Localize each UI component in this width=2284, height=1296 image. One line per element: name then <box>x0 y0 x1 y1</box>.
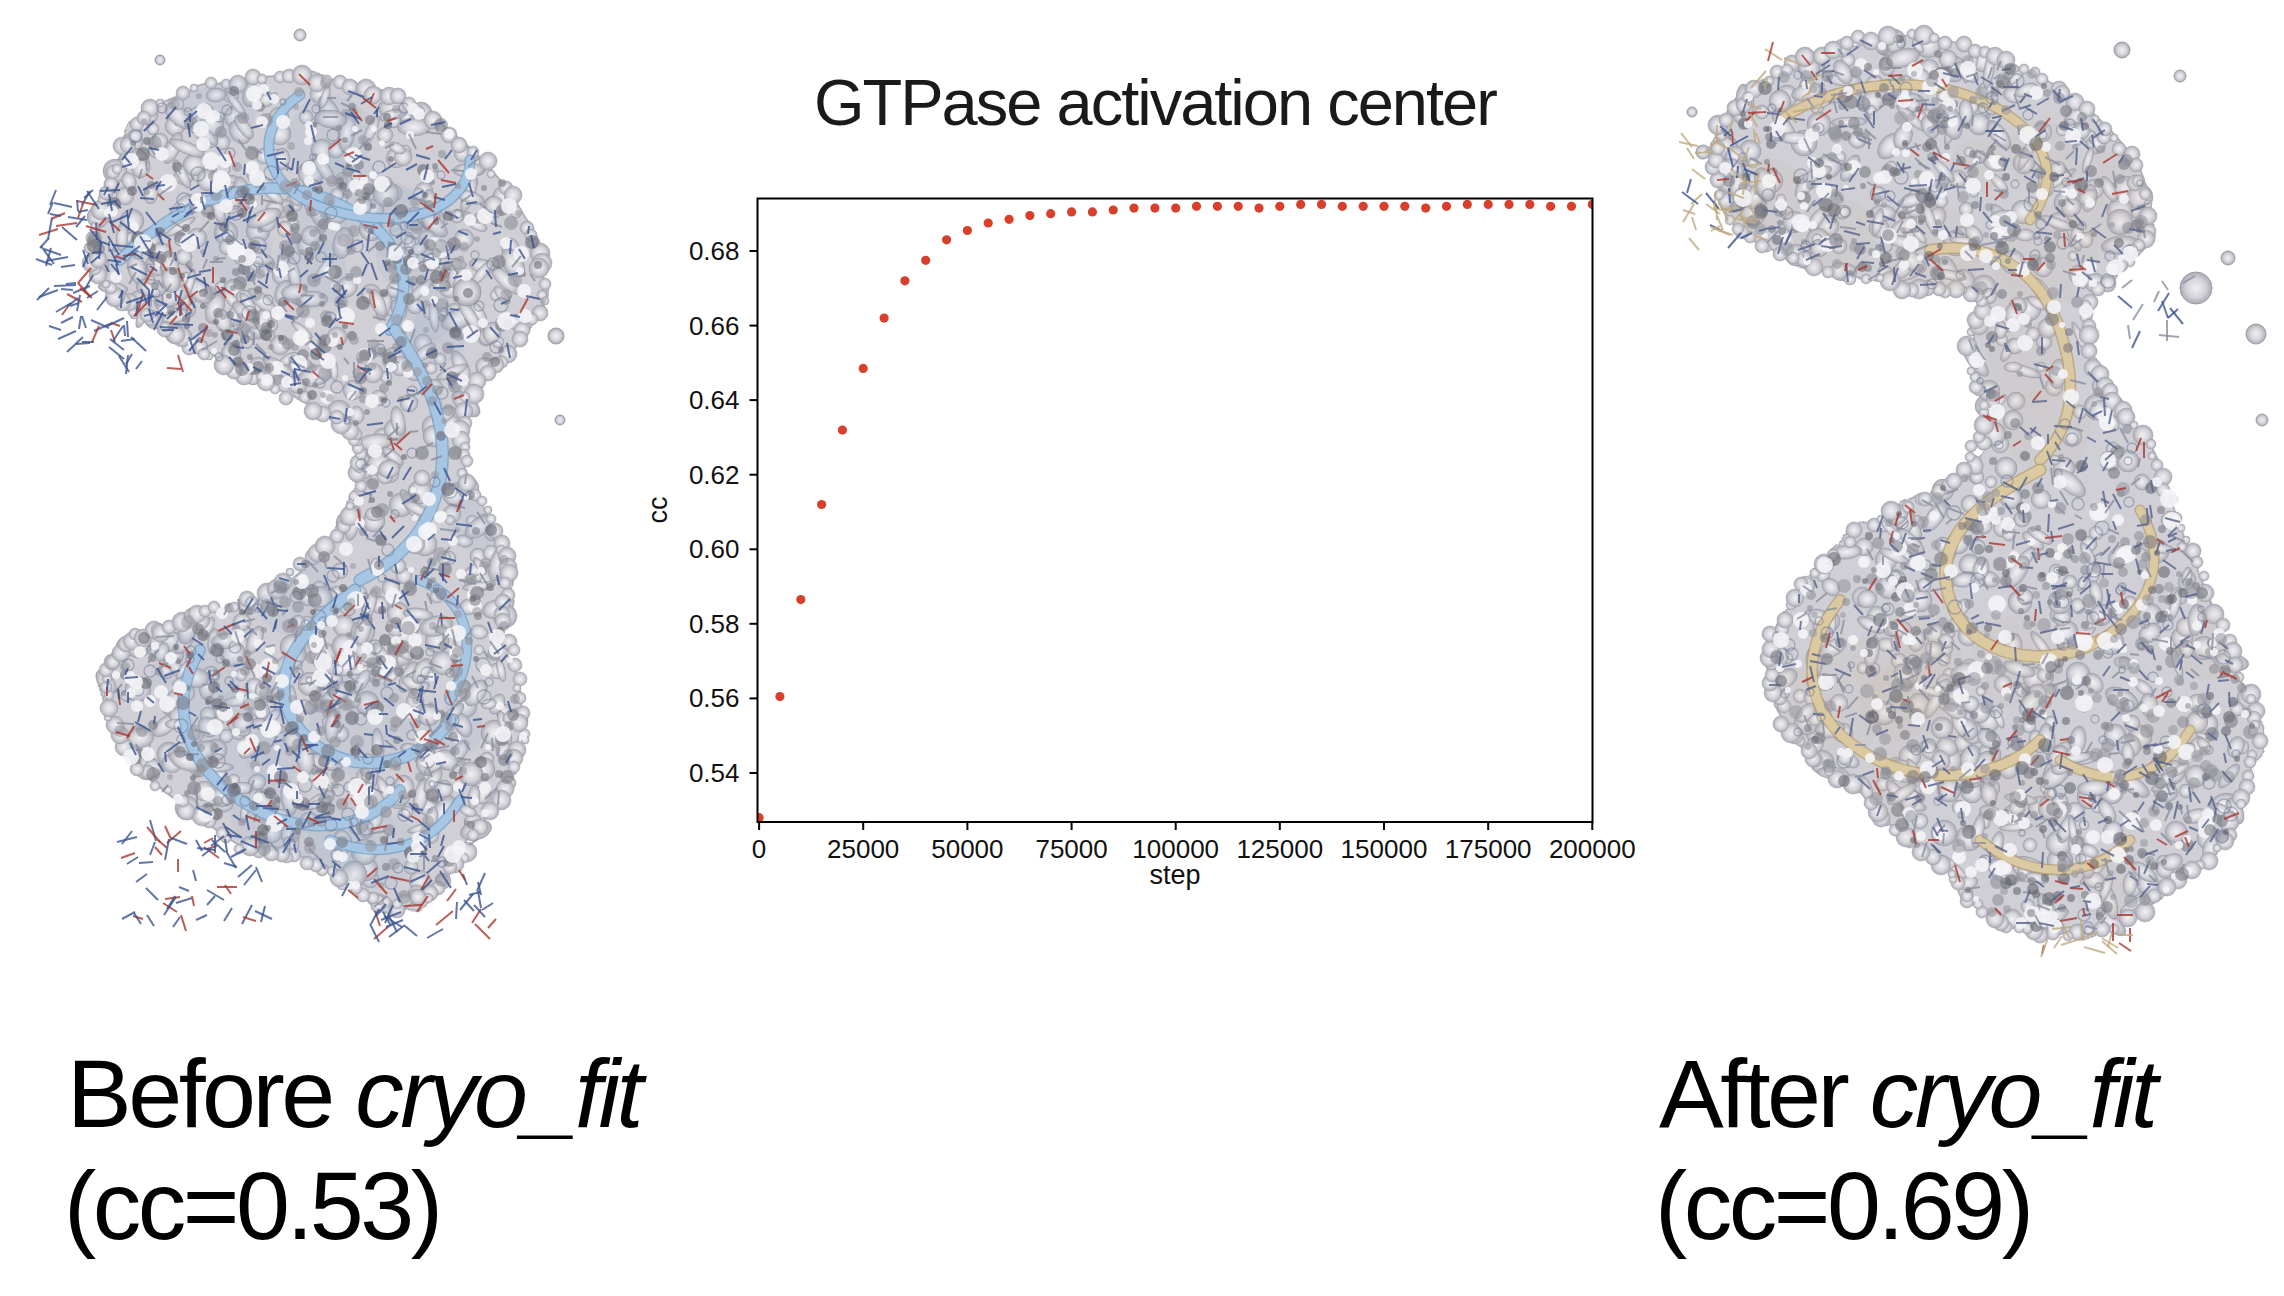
svg-text:175000: 175000 <box>1445 834 1532 864</box>
svg-text:50000: 50000 <box>931 834 1003 864</box>
svg-text:0.54: 0.54 <box>689 758 740 788</box>
svg-text:0.58: 0.58 <box>689 609 740 639</box>
svg-text:150000: 150000 <box>1341 834 1428 864</box>
svg-text:0: 0 <box>752 834 766 864</box>
svg-text:0.64: 0.64 <box>689 385 740 415</box>
svg-text:125000: 125000 <box>1236 834 1323 864</box>
svg-text:200000: 200000 <box>1549 834 1636 864</box>
svg-text:75000: 75000 <box>1035 834 1107 864</box>
svg-text:0.56: 0.56 <box>689 683 740 713</box>
svg-text:step: step <box>1149 860 1200 890</box>
svg-text:0.66: 0.66 <box>689 311 740 341</box>
svg-text:0.60: 0.60 <box>689 534 740 564</box>
svg-text:25000: 25000 <box>827 834 899 864</box>
svg-text:0.62: 0.62 <box>689 460 740 490</box>
svg-text:cc: cc <box>643 497 673 524</box>
svg-text:0.68: 0.68 <box>689 236 740 266</box>
